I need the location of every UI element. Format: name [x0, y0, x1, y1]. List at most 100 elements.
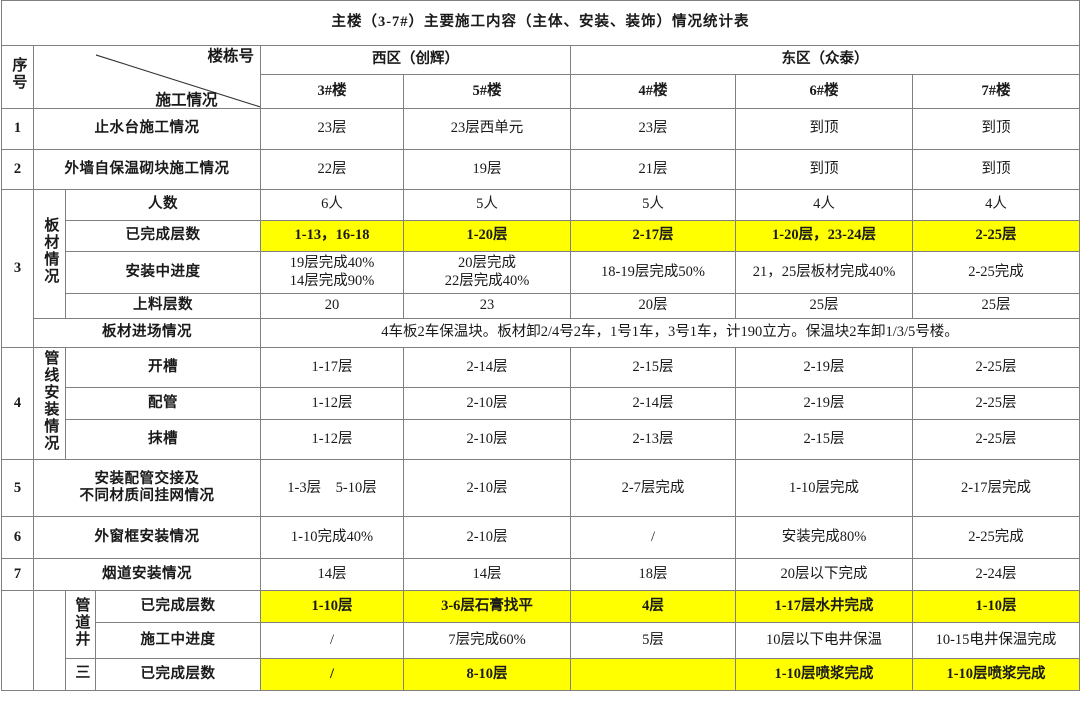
corner-top-label: 楼栋号 — [207, 48, 254, 65]
cell-b6: 2-19层 — [735, 346, 913, 389]
cell-b7: 2-17层完成 — [911, 459, 1080, 518]
building-header-4: 4#楼 — [570, 74, 736, 109]
row-index: 6 — [1, 516, 34, 560]
cell-b4: 5层 — [570, 622, 736, 660]
cell-b4: 21层 — [570, 149, 736, 190]
cell-b6: 1-10层完成 — [735, 459, 913, 518]
cell-b3: 23层 — [260, 108, 404, 150]
cell-b4: 20层 — [570, 293, 736, 319]
cell-b6: 1-20层，23-24层 — [735, 220, 913, 252]
row-label: 外窗框安装情况 — [33, 516, 261, 560]
cell-b6: 21，25层板材完成40% — [735, 251, 913, 294]
row-label: 安装配管交接及 不同材质间挂网情况 — [33, 459, 261, 518]
table-row: 已完成层数 1-13，16-18 1-20层 2-17层 1-20层，23-24… — [2, 220, 1080, 252]
cell-b5: 2-10层 — [403, 387, 571, 421]
construction-progress-table: 主楼（3-7#）主要施工内容（主体、安装、装饰）情况统计表 序号 楼栋号 施工情… — [0, 0, 1080, 692]
cell-b3: 6人 — [260, 189, 404, 221]
corner-bottom-label: 施工情况 — [155, 91, 218, 109]
header-index-label: 序号 — [1, 45, 34, 109]
cell-b7: 2-25层 — [911, 419, 1080, 461]
table-row: 三 已完成层数 / 8-10层 1-10层喷浆完成 1-10层喷浆完成 — [2, 658, 1080, 692]
cell-b5: 20层完成 22层完成40% — [403, 251, 571, 294]
cell-b6: 20层以下完成 — [735, 558, 913, 592]
table-row: 6 外窗框安装情况 1-10完成40% 2-10层 / 安装完成80% 2-25… — [1, 516, 1080, 560]
cell-b3: / — [260, 622, 404, 660]
building-header-6: 6#楼 — [735, 74, 913, 109]
cell-b5: 8-10层 — [403, 658, 571, 692]
group-label-pipeline: 管线安装情况 — [33, 346, 66, 461]
row-index: 3 — [1, 189, 34, 348]
table-row: 7 烟道安装情况 14层 14层 18层 20层以下完成 2-24层 — [1, 558, 1080, 592]
zone-header-west: 西区（创辉） — [260, 45, 571, 75]
subrow-label: 安装中进度 — [65, 251, 261, 294]
table-row: 2 外墙自保温砌块施工情况 22层 19层 21层 到顶 到顶 — [1, 149, 1080, 190]
cell-b3: 1-13，16-18 — [260, 220, 404, 252]
cell-b6: 10层以下电井保温 — [735, 622, 913, 660]
group-label-plate: 板材情况 — [33, 189, 66, 319]
cell-b6: 2-15层 — [735, 419, 913, 461]
cell-b5: 7层完成60% — [403, 622, 571, 660]
cell-b7: 10-15电井保温完成 — [911, 622, 1080, 660]
row-index — [1, 590, 34, 692]
table-row: 上料层数 20 23 20层 25层 25层 — [2, 293, 1080, 319]
table-row: 配管 1-12层 2-10层 2-14层 2-19层 2-25层 — [2, 387, 1080, 421]
group-label-shaft-three: 三 — [65, 658, 96, 692]
plate-delivery-note: 4车板2车保温块。板材卸2/4号2车，1号1车，3号1车，计190立方。保温块2… — [259, 318, 1080, 348]
cell-b4: / — [570, 516, 736, 560]
cell-b6: 25层 — [735, 293, 913, 319]
cell-b4: 2-7层完成 — [570, 459, 736, 518]
subrow-label: 已完成层数 — [65, 220, 261, 252]
subrow-label: 配管 — [65, 387, 261, 421]
subrow-label: 人数 — [65, 189, 261, 221]
cell-b4: 18层 — [570, 558, 736, 592]
cell-b3: / — [260, 658, 404, 692]
row-index: 7 — [1, 558, 34, 592]
group-label-shaft-outer — [33, 590, 66, 692]
cell-b3: 1-10层 — [260, 590, 404, 624]
cell-b4 — [570, 658, 736, 692]
building-header-5: 5#楼 — [403, 74, 571, 109]
cell-b3: 19层完成40% 14层完成90% — [260, 251, 404, 294]
corner-header-cell — [33, 45, 96, 109]
row-index: 4 — [1, 346, 34, 461]
table-row: 管道井 已完成层数 1-10层 3-6层石膏找平 4层 1-17层水井完成 1-… — [1, 590, 1080, 692]
cell-b3: 1-10完成40% — [260, 516, 404, 560]
cell-b7: 2-25层 — [911, 346, 1080, 389]
diagonal-divider-icon — [95, 54, 260, 108]
cell-b3: 14层 — [260, 558, 404, 592]
cell-b6: 安装完成80% — [735, 516, 913, 560]
zone-header-east: 东区（众泰） — [569, 45, 1080, 75]
cell-b5: 2-10层 — [403, 459, 571, 518]
header-zone-row: 序号 楼栋号 施工情况 西区（创辉） 东区（众泰） — [1, 45, 1080, 109]
cell-b7: 2-25完成 — [911, 251, 1080, 294]
subrow-label: 施工中进度 — [95, 622, 261, 660]
row-index: 5 — [1, 459, 34, 518]
cell-b3: 1-12层 — [260, 419, 404, 461]
cell-b7: 到顶 — [911, 149, 1080, 190]
cell-b7: 2-24层 — [911, 558, 1080, 592]
corner-header-diagonal: 楼栋号 施工情况 — [95, 45, 261, 109]
cell-b3: 1-3层 5-10层 — [260, 459, 404, 518]
cell-b3: 22层 — [260, 149, 404, 190]
cell-b5: 23层西单元 — [403, 108, 571, 150]
cell-b5: 2-10层 — [403, 516, 571, 560]
cell-b5: 2-10层 — [403, 419, 571, 461]
table-row: 3 板材情况 人数 6人 5人 5人 4人 4人 — [1, 189, 1080, 348]
cell-b5: 19层 — [403, 149, 571, 190]
cell-b4: 23层 — [570, 108, 736, 150]
cell-b5: 1-20层 — [403, 220, 571, 252]
cell-b6: 4人 — [735, 189, 913, 221]
cell-b4: 2-15层 — [570, 346, 736, 389]
subrow-label: 开槽 — [65, 346, 261, 389]
cell-b5: 2-14层 — [403, 346, 571, 389]
table-row: 5 安装配管交接及 不同材质间挂网情况 1-3层 5-10层 2-10层 2-7层… — [1, 459, 1080, 518]
cell-b4: 2-14层 — [570, 387, 736, 421]
table-row: 安装中进度 19层完成40% 14层完成90% 20层完成 22层完成40% 18-… — [2, 251, 1080, 294]
cell-b7: 4人 — [911, 189, 1080, 221]
cell-b7: 1-10层 — [911, 590, 1080, 624]
table-row: 板材进场情况 4车板2车保温块。板材卸2/4号2车，1号1车，3号1车，计190… — [2, 318, 1080, 348]
subrow-label: 抹槽 — [65, 419, 261, 461]
cell-b6: 2-19层 — [735, 387, 913, 421]
cell-b7: 2-25完成 — [911, 516, 1080, 560]
